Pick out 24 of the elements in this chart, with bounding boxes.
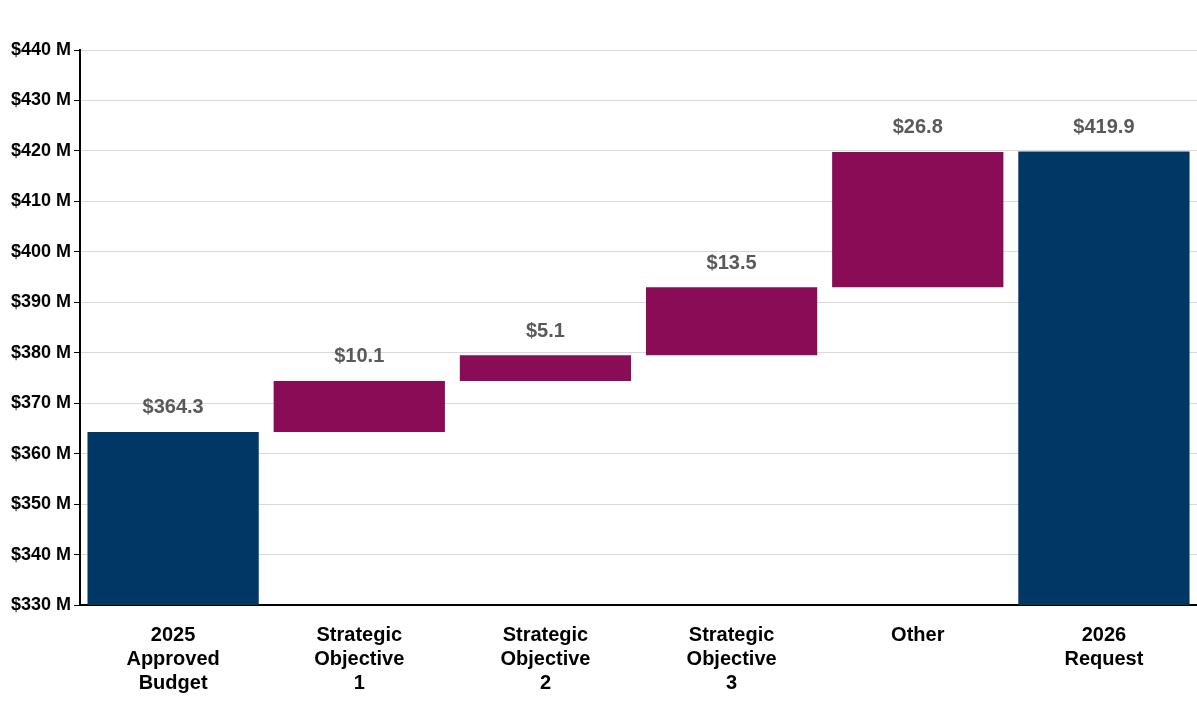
y-tick-label: $390 M [10,291,72,312]
x-tick-label: 2025 Approved Budget [126,622,220,693]
x-tick-label: Strategic Objective 3 [686,622,777,693]
x-tick-label: Strategic Objective 1 [314,622,405,693]
y-tick-label: $360 M [10,442,72,463]
y-tick-label: $350 M [10,493,72,514]
data-label: $26.8 [892,115,943,138]
y-tick-label: $410 M [10,190,72,211]
data-label: $13.5 [706,250,757,273]
y-tick-label: $370 M [10,392,72,413]
y-tick-label: $400 M [10,240,72,261]
data-label: $10.1 [334,344,385,367]
y-tick-label: $380 M [10,341,72,362]
y-tick-label: $340 M [10,543,72,564]
y-tick-label: $330 M [10,593,72,614]
x-tick-label: Strategic Objective 2 [500,622,591,693]
x-tick-label: 2026 Request [1064,622,1144,669]
data-label: $364.3 [142,395,204,418]
y-tick-label: $440 M [10,38,72,59]
y-tick-label: $420 M [10,139,72,160]
data-label: $419.9 [1073,114,1135,137]
data-label: $5.1 [525,318,565,341]
x-tick-label: Other [891,622,945,645]
y-tick-label: $430 M [10,89,72,110]
